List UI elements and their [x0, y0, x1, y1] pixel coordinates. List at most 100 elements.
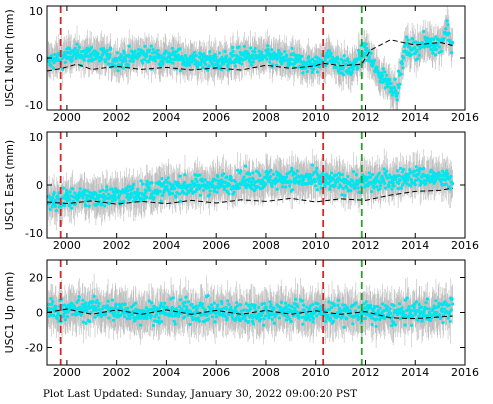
data-point [334, 173, 339, 177]
data-point [211, 306, 215, 311]
data-point [197, 187, 201, 191]
data-point [88, 319, 92, 324]
data-point [178, 69, 183, 73]
east-panel: 2000 2002 2004 2006 2008 2010 2012 2014 2016 -10 0… [3, 131, 479, 252]
data-point [398, 178, 402, 183]
data-point [232, 190, 236, 194]
data-point [283, 49, 287, 54]
data-point [208, 50, 212, 54]
data-point [237, 186, 241, 190]
data-point [450, 40, 455, 44]
data-point [389, 81, 393, 86]
data-point [110, 298, 115, 302]
data-point [340, 193, 344, 197]
data-point [110, 306, 114, 310]
data-point [148, 188, 152, 192]
data-point [79, 312, 84, 316]
data-point [396, 181, 401, 185]
x-tick-label: 2008 [252, 239, 280, 252]
data-point [203, 308, 207, 312]
data-point [380, 73, 385, 78]
data-point [237, 45, 241, 49]
data-point [105, 185, 109, 189]
east-plot-area [47, 132, 455, 238]
data-point [295, 169, 299, 173]
data-point [415, 50, 419, 54]
data-point [102, 49, 107, 53]
data-point [55, 316, 59, 321]
data-point [89, 45, 94, 49]
data-point [158, 306, 162, 310]
data-point [134, 307, 138, 311]
data-point [120, 54, 124, 58]
data-point [47, 302, 51, 307]
data-point [340, 172, 344, 177]
data-point [268, 60, 272, 64]
data-point [209, 303, 214, 307]
data-point [401, 56, 406, 60]
data-point [139, 179, 143, 183]
data-point [150, 301, 154, 305]
data-point [106, 48, 110, 53]
data-point [123, 302, 127, 306]
data-point [227, 192, 231, 196]
x-tick-label: 2010 [302, 111, 330, 124]
data-point [370, 190, 374, 194]
data-point [244, 178, 249, 182]
data-point [415, 40, 420, 45]
data-point [275, 187, 279, 191]
data-point [188, 310, 192, 314]
data-point [372, 59, 376, 63]
data-point [432, 37, 436, 41]
y-tick-label: 10 [29, 131, 43, 144]
north-panel: 2000 2002 2004 2006 2008 2010 2012 2014 2016 -10 0… [3, 5, 479, 124]
data-point [433, 53, 438, 57]
data-point [158, 189, 162, 194]
data-point [366, 184, 370, 188]
data-point [111, 318, 116, 322]
x-tick-label: 2000 [53, 111, 81, 124]
data-point [281, 55, 286, 60]
data-point [383, 186, 388, 190]
data-point [384, 169, 389, 173]
data-point [133, 318, 137, 322]
data-point [190, 187, 194, 191]
data-point [427, 174, 431, 179]
data-point [250, 187, 254, 191]
data-point [299, 174, 304, 178]
data-point [364, 42, 368, 46]
data-point [352, 170, 356, 174]
data-point [291, 173, 295, 177]
data-point [178, 298, 183, 302]
data-point [439, 49, 443, 53]
x-tick-label: 2004 [152, 111, 180, 124]
data-point [69, 202, 73, 206]
data-point [341, 186, 345, 191]
data-point [356, 186, 360, 190]
data-point [197, 319, 201, 323]
data-point [369, 175, 373, 179]
data-point [133, 301, 138, 305]
x-tick-label: 2014 [401, 239, 429, 252]
data-point [375, 185, 379, 189]
data-point [432, 45, 437, 49]
data-point [328, 187, 332, 191]
data-point [422, 29, 426, 33]
data-point [246, 184, 250, 188]
data-point [233, 64, 237, 68]
data-point [70, 312, 75, 317]
data-point [249, 183, 253, 187]
data-point [324, 64, 328, 68]
data-point [400, 170, 404, 174]
data-point [214, 178, 218, 182]
data-point [223, 314, 228, 318]
data-point [393, 77, 397, 81]
data-point [367, 171, 371, 175]
data-point [70, 187, 75, 191]
data-point [379, 184, 383, 188]
data-point [327, 49, 331, 53]
data-point [147, 48, 152, 52]
data-point [75, 198, 80, 202]
data-point [137, 191, 142, 195]
data-point [270, 184, 274, 189]
